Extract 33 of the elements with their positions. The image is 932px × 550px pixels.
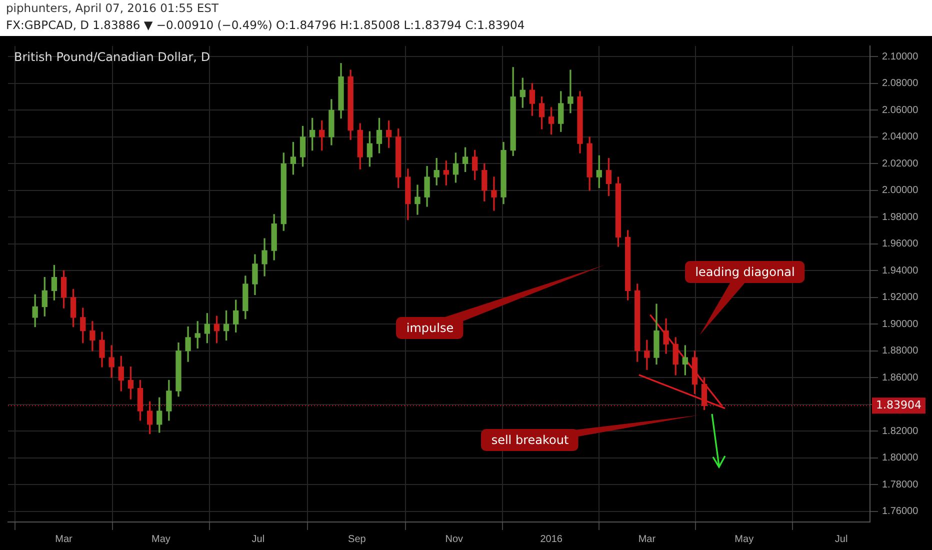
ref-line-label: 1.83904 — [876, 398, 922, 412]
chart-title: FX:GBPCAD, D 1.83886 ▼ −0.00910 (−0.49%) O:1.84796 H:1.85008 L:1.83794 C:1.83904 — [6, 17, 526, 34]
text: piphunters, April 07, 2016 01:55 EST — [6, 0, 220, 17]
y-tick-label: 1.78000 — [882, 479, 919, 490]
y-tick-label: 2.06000 — [882, 104, 919, 116]
x-tick-label: Jul — [252, 534, 265, 545]
y-tick-label: 1.80000 — [882, 452, 919, 464]
y-tick-label: 1.94000 — [882, 265, 919, 276]
y-tick-label: 1.92000 — [882, 292, 919, 304]
x-tick-label: May — [734, 534, 754, 545]
y-tick-label: 1.82000 — [882, 426, 919, 437]
y-tick-label: 1.90000 — [882, 318, 919, 330]
annotation: leading diagonal — [685, 261, 805, 283]
y-tick-label: 2.00000 — [882, 185, 919, 196]
annotation: sell breakout — [481, 429, 579, 451]
x-tick-label: 2016 — [540, 534, 563, 545]
x-tick-label: Mar — [55, 534, 74, 545]
x-tick-label: Jul — [834, 534, 848, 545]
y-tick-label: 1.76000 — [882, 506, 919, 518]
y-tick-label: 1.86000 — [882, 372, 919, 384]
y-tick-label: 2.08000 — [882, 78, 919, 90]
y-tick-label: 2.04000 — [882, 132, 919, 143]
x-tick-label: Sep — [348, 534, 366, 545]
chart-subtitle: British Pound/Canadian Dollar, D — [14, 50, 210, 64]
x-tick-label: Nov — [445, 534, 464, 545]
y-tick-label: 2.10000 — [882, 51, 919, 62]
y-tick-label: 1.88000 — [882, 346, 919, 357]
y-tick-label: 1.98000 — [882, 212, 919, 223]
x-tick-label: May — [152, 534, 170, 545]
y-tick-label: 1.96000 — [882, 238, 919, 250]
x-tick-label: Mar — [638, 534, 656, 545]
annotation: impulse — [396, 317, 464, 339]
y-tick-label: 2.02000 — [882, 158, 919, 170]
